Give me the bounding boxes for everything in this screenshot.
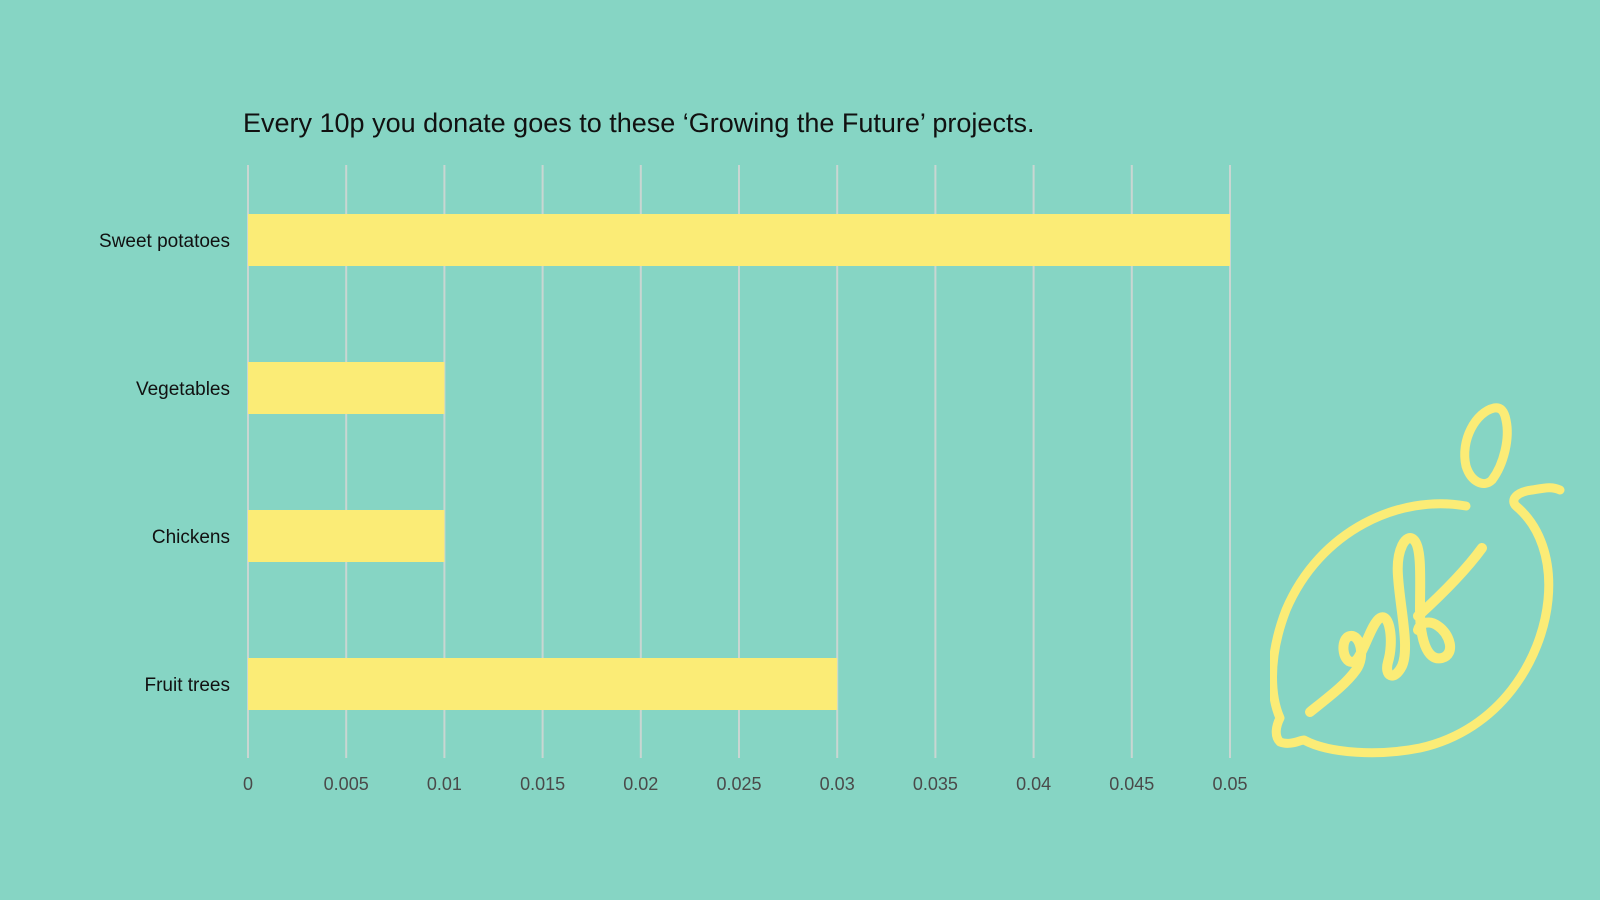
chart-title: Every 10p you donate goes to these ‘Grow… [243,108,1035,138]
category-label: Sweet potatoes [99,231,230,252]
x-tick-label: 0.045 [1109,774,1154,794]
x-tick-label: 0.02 [623,774,658,794]
x-tick-label: 0.015 [520,774,565,794]
lemon-logo-icon [1270,403,1565,758]
x-tick-label: 0 [243,774,253,794]
category-label: Fruit trees [144,675,230,696]
bar-chickens [248,510,445,562]
category-label: Chickens [152,527,230,548]
x-tick-label: 0.005 [324,774,369,794]
x-tick-label: 0.05 [1212,774,1247,794]
x-tick-label: 0.025 [716,774,761,794]
x-tick-label: 0.04 [1016,774,1051,794]
x-tick-label: 0.03 [820,774,855,794]
bars [248,214,1230,710]
category-label: Vegetables [136,379,230,400]
category-labels: Sweet potatoes Vegetables Chickens Fruit tr… [99,231,230,696]
x-tick-label: 0.035 [913,774,958,794]
bar-sweet-potatoes [248,214,1230,266]
bar-fruit-trees [248,658,838,710]
x-tick-label: 0.01 [427,774,462,794]
x-tick-labels: 0 0.005 0.01 0.015 0.02 0.025 0.03 0.035 0.04 0.0… [243,774,1248,794]
bar-vegetables [248,362,445,414]
